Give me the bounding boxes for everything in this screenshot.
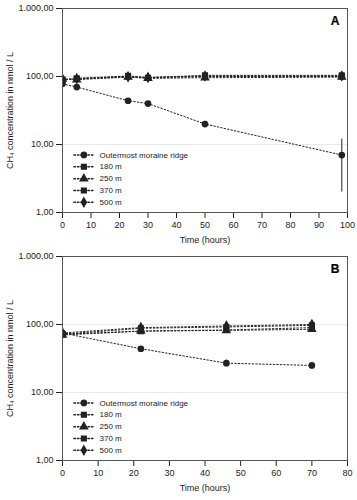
svg-text:100: 100: [340, 220, 355, 230]
svg-text:Outermost moraine ridge: Outermost moraine ridge: [100, 151, 189, 160]
svg-text:0: 0: [60, 468, 65, 478]
svg-text:1.000,00: 1.000,00: [18, 251, 53, 261]
svg-text:60: 60: [271, 468, 281, 478]
svg-text:1,00: 1,00: [36, 455, 54, 465]
svg-text:Time (hours): Time (hours): [180, 235, 231, 245]
svg-text:30: 30: [164, 468, 174, 478]
svg-text:30: 30: [143, 220, 153, 230]
svg-text:20: 20: [129, 468, 139, 478]
svg-text:Outermost moraine ridge: Outermost moraine ridge: [100, 399, 189, 408]
svg-text:50: 50: [200, 220, 210, 230]
svg-text:CH₄ concentration in nmol / L: CH₄ concentration in nmol / L: [5, 52, 15, 169]
svg-text:370 m: 370 m: [100, 434, 123, 443]
svg-text:40: 40: [200, 468, 210, 478]
svg-text:50: 50: [236, 468, 246, 478]
svg-text:10,00: 10,00: [31, 139, 54, 149]
svg-text:10: 10: [93, 468, 103, 478]
svg-text:100,00: 100,00: [26, 319, 54, 329]
svg-text:1,00: 1,00: [36, 207, 54, 217]
svg-text:60: 60: [228, 220, 238, 230]
svg-text:80: 80: [342, 468, 352, 478]
svg-text:500 m: 500 m: [100, 446, 123, 455]
svg-text:B: B: [331, 262, 340, 276]
svg-text:0: 0: [60, 220, 65, 230]
svg-text:Time (hours): Time (hours): [180, 483, 231, 493]
svg-text:1.000,00: 1.000,00: [18, 3, 53, 13]
svg-text:CH₄ concentration in nmol / L: CH₄ concentration in nmol / L: [5, 300, 15, 417]
svg-text:370 m: 370 m: [100, 186, 123, 195]
svg-text:10,00: 10,00: [31, 387, 54, 397]
svg-text:80: 80: [285, 220, 295, 230]
svg-text:90: 90: [314, 220, 324, 230]
svg-text:500 m: 500 m: [100, 198, 123, 207]
svg-text:40: 40: [171, 220, 181, 230]
svg-text:70: 70: [257, 220, 267, 230]
svg-text:180 m: 180 m: [100, 410, 123, 419]
svg-text:70: 70: [307, 468, 317, 478]
svg-text:250 m: 250 m: [100, 422, 123, 431]
svg-text:20: 20: [114, 220, 124, 230]
svg-text:180 m: 180 m: [100, 162, 123, 171]
svg-text:10: 10: [86, 220, 96, 230]
svg-text:250 m: 250 m: [100, 174, 123, 183]
svg-text:A: A: [331, 14, 340, 28]
svg-text:100,00: 100,00: [26, 71, 54, 81]
